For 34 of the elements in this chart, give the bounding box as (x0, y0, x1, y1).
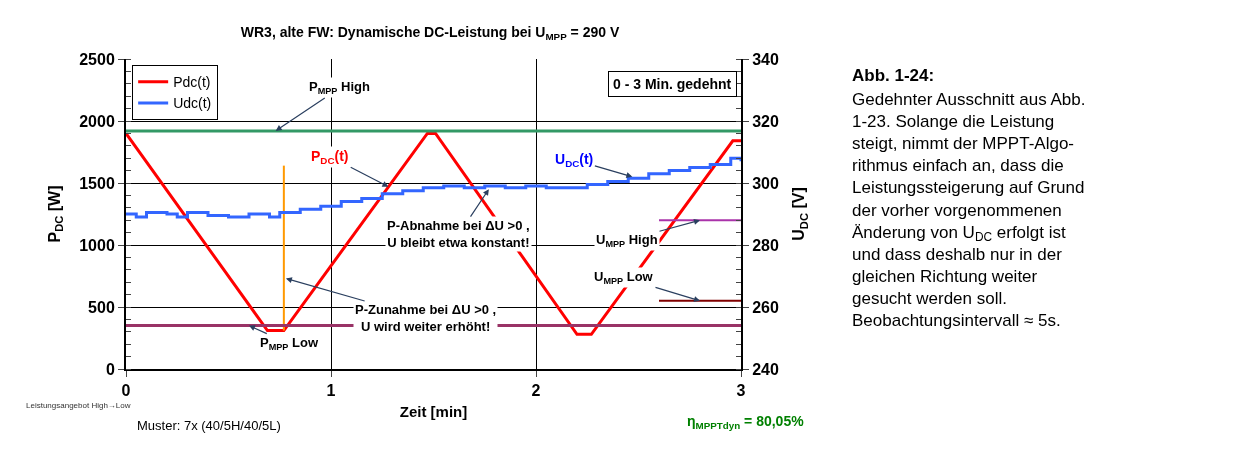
y2-tick-label: 300 (752, 174, 779, 192)
text: Muster: 7x (40/5H/40/5L) (137, 418, 281, 433)
legend-label: Udc(t) (173, 95, 212, 112)
y2-tick-label: 280 (752, 236, 779, 254)
y-tick-label: 0 (105, 360, 115, 378)
x-tick-label: 2 (531, 382, 541, 400)
annotation: P$_{DC}$(t) (311, 148, 349, 166)
y-tick-label: 500 (88, 298, 115, 316)
annotation: P-Zunahme bei ΔU >0 , U wird weiter erhöht! (355, 302, 497, 334)
legend-label: Pdc(t) (173, 74, 211, 91)
annotation: 0 - 3 Min. gedehnt (613, 76, 732, 92)
annotation: P$_{MPP}$ Low (260, 335, 319, 352)
y2-tick-label: 320 (752, 112, 779, 130)
text: Leistungsangebot High→Low (26, 401, 131, 410)
caption: Abb. 1-24: (852, 66, 935, 85)
y-tick-label: 2500 (79, 50, 115, 68)
y2-tick-label: 340 (752, 50, 779, 68)
x-tick-label: 1 (326, 382, 336, 400)
text: Gedehnter Ausschnitt aus Abb. 1-23. Solange die Leistung steigt, nimmt der MPPT-Algo- rithmus einfach an, dass die Leistungssteigerung auf Grund der vorher vorgenommenen Änderung von U$_{DC}$ erfolgt ist und dass deshalb nur in der gleichen Richtung weiter gesucht werden soll. Beobachtungsintervall ≈ 5s. (852, 90, 1086, 330)
annotation: U$_{MPP}$ High (596, 232, 658, 249)
annotation: P-Abnahme bei ΔU >0 , U bleibt etwa konstant! (387, 218, 530, 250)
text: η$_{MPPTdyn}$ = 80,05% (687, 413, 805, 431)
chart-title: WR3, alte FW: Dynamische DC-Leistung bei U$_{MPP}$ = 290 V (240, 23, 620, 42)
x-axis-title: Zeit [min] (399, 402, 468, 420)
y2-tick-label: 240 (752, 360, 779, 378)
y-tick-label: 2000 (79, 112, 115, 130)
annotation: U$_{MPP}$ Low (594, 269, 654, 286)
y2-tick-label: 260 (752, 298, 779, 316)
annotation: U$_{DC}$(t) (555, 151, 594, 169)
x-tick-label: 0 (121, 382, 131, 400)
annotation: P$_{MPP}$ High (309, 79, 370, 96)
x-tick-label: 3 (736, 382, 746, 400)
y-tick-label: 1500 (79, 174, 115, 192)
y-tick-label: 1000 (79, 236, 115, 254)
